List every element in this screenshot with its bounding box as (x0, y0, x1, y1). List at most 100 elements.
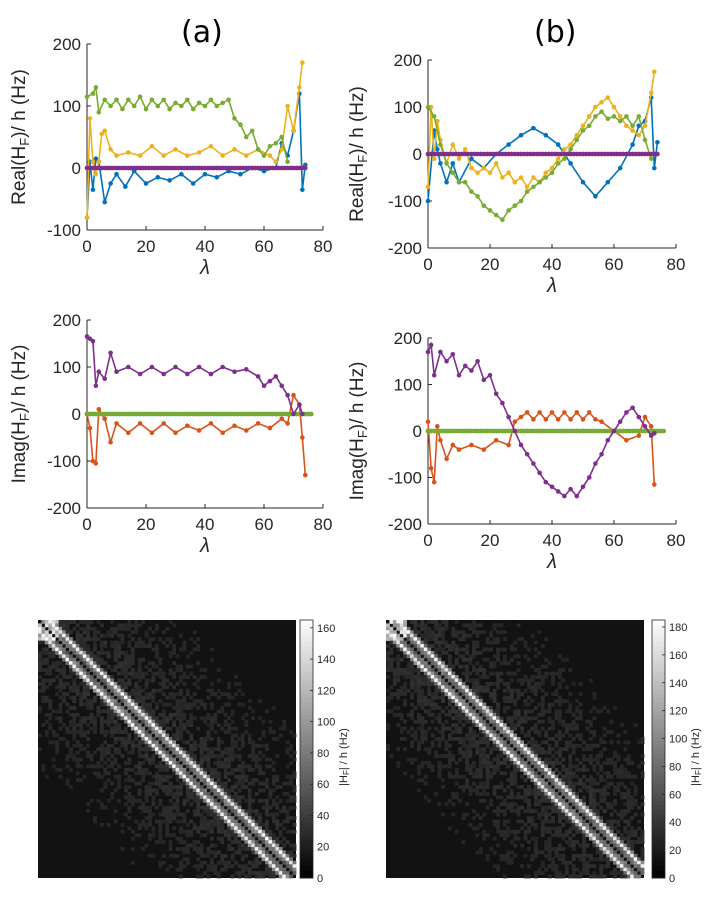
x-tick-label: 0 (423, 531, 432, 550)
data-point (593, 104, 598, 110)
heatmap-cell (275, 867, 280, 872)
heatmap-cell (237, 767, 242, 772)
heatmap-cell (99, 671, 104, 676)
heatmap-cell (185, 654, 190, 659)
heatmap-cell (185, 809, 190, 814)
heatmap-cell (492, 788, 497, 793)
heatmap-cell (141, 699, 146, 703)
data-point (655, 151, 660, 157)
heatmap-cell (99, 699, 104, 703)
heatmap-cell (265, 833, 269, 838)
heatmap-cell (120, 706, 125, 710)
heatmap-cell (127, 767, 132, 772)
heatmap-cell (72, 706, 77, 710)
heatmap-cell (561, 723, 566, 728)
heatmap-cell (251, 743, 256, 748)
heatmap-cell (244, 847, 249, 851)
heatmap-cell (523, 778, 528, 783)
data-point (617, 118, 623, 124)
heatmap-cell (234, 819, 238, 824)
heatmap-cell (185, 829, 190, 834)
heatmap-cell (268, 867, 273, 872)
heatmap-cell (38, 706, 42, 710)
heatmap-cell (582, 785, 586, 789)
heatmap-cell (468, 792, 473, 796)
heatmap-cell (492, 661, 497, 666)
colorbar-frame (299, 619, 314, 879)
heatmap-cell (196, 637, 201, 642)
heatmap-cell (492, 688, 497, 693)
heatmap-cell (148, 761, 152, 765)
heatmap-cell (613, 764, 617, 769)
data-point (475, 358, 480, 364)
heatmap-cell (168, 847, 173, 851)
heatmap-cell (410, 761, 414, 765)
data-point (444, 456, 449, 462)
colorbar-label: |HF| / h (Hz) (338, 728, 351, 786)
heatmap-cell (465, 767, 469, 772)
heatmap-cell (134, 630, 139, 635)
heatmap-cell (441, 685, 445, 690)
data-point (574, 132, 580, 138)
heatmap-cell (79, 692, 84, 697)
heatmap-cell (530, 761, 535, 765)
heatmap-cell (185, 792, 190, 796)
heatmap-cell (430, 620, 435, 624)
heatmap-cell (55, 716, 60, 721)
heatmap-cell (434, 650, 438, 655)
heatmap-cell (223, 833, 228, 838)
colorbar-segment (300, 727, 313, 733)
heatmap-cell (244, 764, 249, 769)
heatmap-cell (454, 647, 459, 652)
heatmap-cell (513, 723, 518, 728)
heatmap-cell (261, 857, 266, 862)
heatmap-cell (110, 743, 115, 748)
heatmap-cell (386, 664, 390, 669)
heatmap-cell (516, 785, 521, 789)
heatmap-cell (62, 692, 66, 697)
heatmap-cell (386, 726, 390, 731)
heatmap-cell (99, 774, 104, 779)
heatmap-cell (151, 692, 156, 697)
heatmap-cell (141, 726, 146, 731)
heatmap-cell (547, 750, 552, 755)
heatmap-cell (278, 809, 283, 814)
heatmap-cell (413, 681, 418, 686)
heatmap-cell (509, 730, 514, 734)
heatmap-cell (540, 675, 545, 679)
heatmap-cell (227, 829, 232, 834)
heatmap-cell (137, 822, 142, 827)
colorbar-segment (300, 706, 313, 711)
heatmap-cell (68, 712, 73, 717)
heatmap-cell (144, 664, 149, 669)
heatmap-cell (213, 767, 218, 772)
heatmap-cell (568, 706, 573, 710)
heatmap-cell (230, 754, 235, 758)
heatmap-cell (106, 650, 111, 655)
heatmap-cell (134, 644, 139, 648)
heatmap-cell (44, 647, 49, 652)
heatmap-cell (75, 743, 80, 748)
heatmap-cell (564, 792, 569, 796)
heatmap-cell (268, 853, 273, 858)
heatmap-cell (458, 681, 463, 686)
heatmap-cell (127, 736, 132, 741)
heatmap-cell (99, 822, 104, 827)
data-point (543, 175, 549, 180)
heatmap-cell (444, 688, 449, 693)
heatmap-cell (461, 688, 466, 693)
heatmap-cell (110, 630, 115, 635)
heatmap-cell (51, 620, 56, 624)
heatmap-cell (271, 867, 276, 872)
heatmap-cell (220, 829, 225, 834)
heatmap-cell (392, 675, 397, 679)
heatmap-cell (185, 778, 190, 783)
heatmap-cell (185, 754, 190, 758)
heatmap-cell (120, 829, 125, 834)
heatmap-cell (72, 650, 77, 655)
heatmap-cell (520, 764, 524, 769)
heatmap-cell (165, 767, 170, 772)
heatmap-cell (258, 764, 262, 769)
heatmap-cell (513, 743, 518, 748)
heatmap-cell (599, 792, 604, 796)
